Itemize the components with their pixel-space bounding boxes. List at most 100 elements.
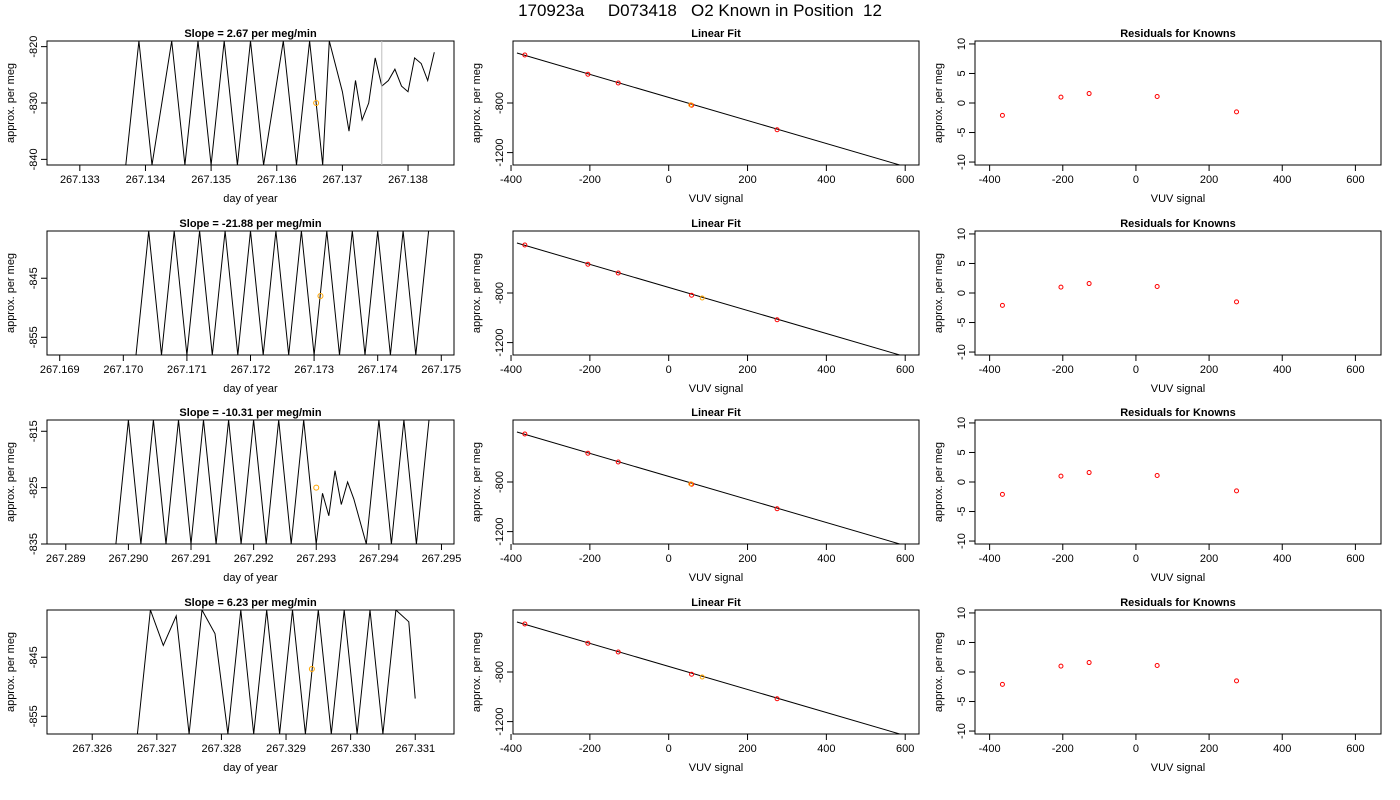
y-axis-label: approx. per meg <box>471 442 483 522</box>
plot-area <box>516 431 902 544</box>
x-tick-label: -400 <box>979 364 1001 376</box>
plot-frame <box>974 230 1382 356</box>
y-tick-label: 10 <box>956 607 968 619</box>
y-axis-label: approx. per meg <box>5 63 17 143</box>
x-axis-label: day of year <box>223 572 278 584</box>
y-tick-label: -5 <box>956 128 968 138</box>
x-tick-label: 267.172 <box>231 364 271 376</box>
x-tick-label: 0 <box>1133 364 1139 376</box>
y-tick-label: 5 <box>956 639 968 645</box>
sample-marker <box>699 674 705 680</box>
y-tick-label: -1200 <box>494 708 506 736</box>
data-point <box>522 621 528 627</box>
data-point <box>1234 299 1240 305</box>
x-axis-label: day of year <box>223 193 278 205</box>
x-tick-label: -400 <box>500 743 522 755</box>
x-tick-label: 600 <box>896 174 914 186</box>
x-tick-label: 0 <box>666 743 672 755</box>
plot-area <box>999 91 1240 118</box>
y-tick-label: -800 <box>494 661 506 683</box>
x-tick-label: 267.135 <box>191 174 231 186</box>
x-tick-label: 600 <box>896 553 914 565</box>
x-tick-label: -200 <box>1052 174 1074 186</box>
x-axis-label: VUV signal <box>689 762 743 774</box>
x-tick-label: 200 <box>738 364 756 376</box>
trace-line <box>136 610 416 734</box>
x-axis-label: day of year <box>223 383 278 395</box>
y-axis-label: approx. per meg <box>471 63 483 143</box>
panel-title: Residuals for Knowns <box>1120 597 1236 609</box>
data-point <box>1154 284 1160 290</box>
data-point <box>689 671 695 677</box>
x-tick-label: 400 <box>1273 364 1291 376</box>
plot-area <box>999 660 1240 687</box>
x-tick-label: -400 <box>979 743 1001 755</box>
x-tick-label: 267.138 <box>388 174 428 186</box>
x-tick-label: 267.329 <box>266 743 306 755</box>
x-axis-label: VUV signal <box>1151 762 1205 774</box>
plot-area <box>999 281 1240 308</box>
x-tick-label: 0 <box>1133 743 1139 755</box>
y-tick-label: 0 <box>956 100 968 106</box>
panel-title: Linear Fit <box>691 28 741 40</box>
x-axis-label: VUV signal <box>689 193 743 205</box>
y-tick-label: 0 <box>956 669 968 675</box>
x-tick-label: 267.173 <box>294 364 334 376</box>
y-tick-label: -5 <box>956 507 968 517</box>
x-tick-label: 200 <box>1200 553 1218 565</box>
data-point <box>615 459 621 465</box>
x-tick-label: 267.327 <box>137 743 177 755</box>
plot-frame <box>46 419 455 545</box>
data-point <box>1154 94 1160 100</box>
x-tick-label: 267.137 <box>323 174 363 186</box>
panel-title: Linear Fit <box>691 218 741 230</box>
panel-title: Linear Fit <box>691 597 741 609</box>
x-tick-label: 267.290 <box>109 553 149 565</box>
y-tick-label: -5 <box>956 697 968 707</box>
data-point <box>615 80 621 86</box>
x-tick-label: -200 <box>1052 743 1074 755</box>
plot-area <box>125 41 435 165</box>
y-tick-label: -855 <box>28 326 40 348</box>
panel-title: Residuals for Knowns <box>1120 407 1236 419</box>
x-tick-label: 400 <box>1273 743 1291 755</box>
y-tick-label: -10 <box>956 533 968 549</box>
current-point-marker <box>313 100 320 106</box>
x-tick-label: 267.175 <box>421 364 461 376</box>
panel-title: Slope = -10.31 per meg/min <box>179 407 321 419</box>
data-point <box>522 242 528 248</box>
data-point <box>1154 473 1160 479</box>
data-point <box>585 640 591 646</box>
x-tick-label: 267.292 <box>234 553 274 565</box>
plot-frame <box>512 230 920 356</box>
plot-frame <box>974 40 1382 166</box>
x-tick-label: 267.171 <box>167 364 207 376</box>
y-tick-label: -10 <box>956 344 968 360</box>
data-point <box>1058 94 1064 100</box>
figure-title: 170923a D073418 O2 Known in Position 12 <box>518 1 882 20</box>
y-tick-label: -835 <box>28 533 40 555</box>
x-tick-label: 200 <box>1200 743 1218 755</box>
x-tick-label: -200 <box>579 174 601 186</box>
fit-line <box>516 431 902 544</box>
x-tick-label: -400 <box>979 553 1001 565</box>
x-tick-label: 267.133 <box>60 174 100 186</box>
x-tick-label: 0 <box>666 174 672 186</box>
y-tick-label: -800 <box>494 471 506 493</box>
y-axis-label: approx. per meg <box>471 632 483 712</box>
plot-frame <box>974 419 1382 545</box>
x-tick-label: 400 <box>1273 174 1291 186</box>
x-tick-label: -400 <box>500 364 522 376</box>
x-axis-label: VUV signal <box>689 572 743 584</box>
trace-line <box>135 231 430 355</box>
x-tick-label: -400 <box>500 174 522 186</box>
data-point <box>522 431 528 437</box>
x-tick-label: -200 <box>579 364 601 376</box>
y-tick-label: -815 <box>28 420 40 442</box>
data-point <box>585 450 591 456</box>
x-axis-label: VUV signal <box>1151 383 1205 395</box>
current-point-marker <box>317 292 324 299</box>
data-point <box>774 506 780 512</box>
x-tick-label: 267.136 <box>257 174 297 186</box>
plot-area <box>516 621 902 734</box>
